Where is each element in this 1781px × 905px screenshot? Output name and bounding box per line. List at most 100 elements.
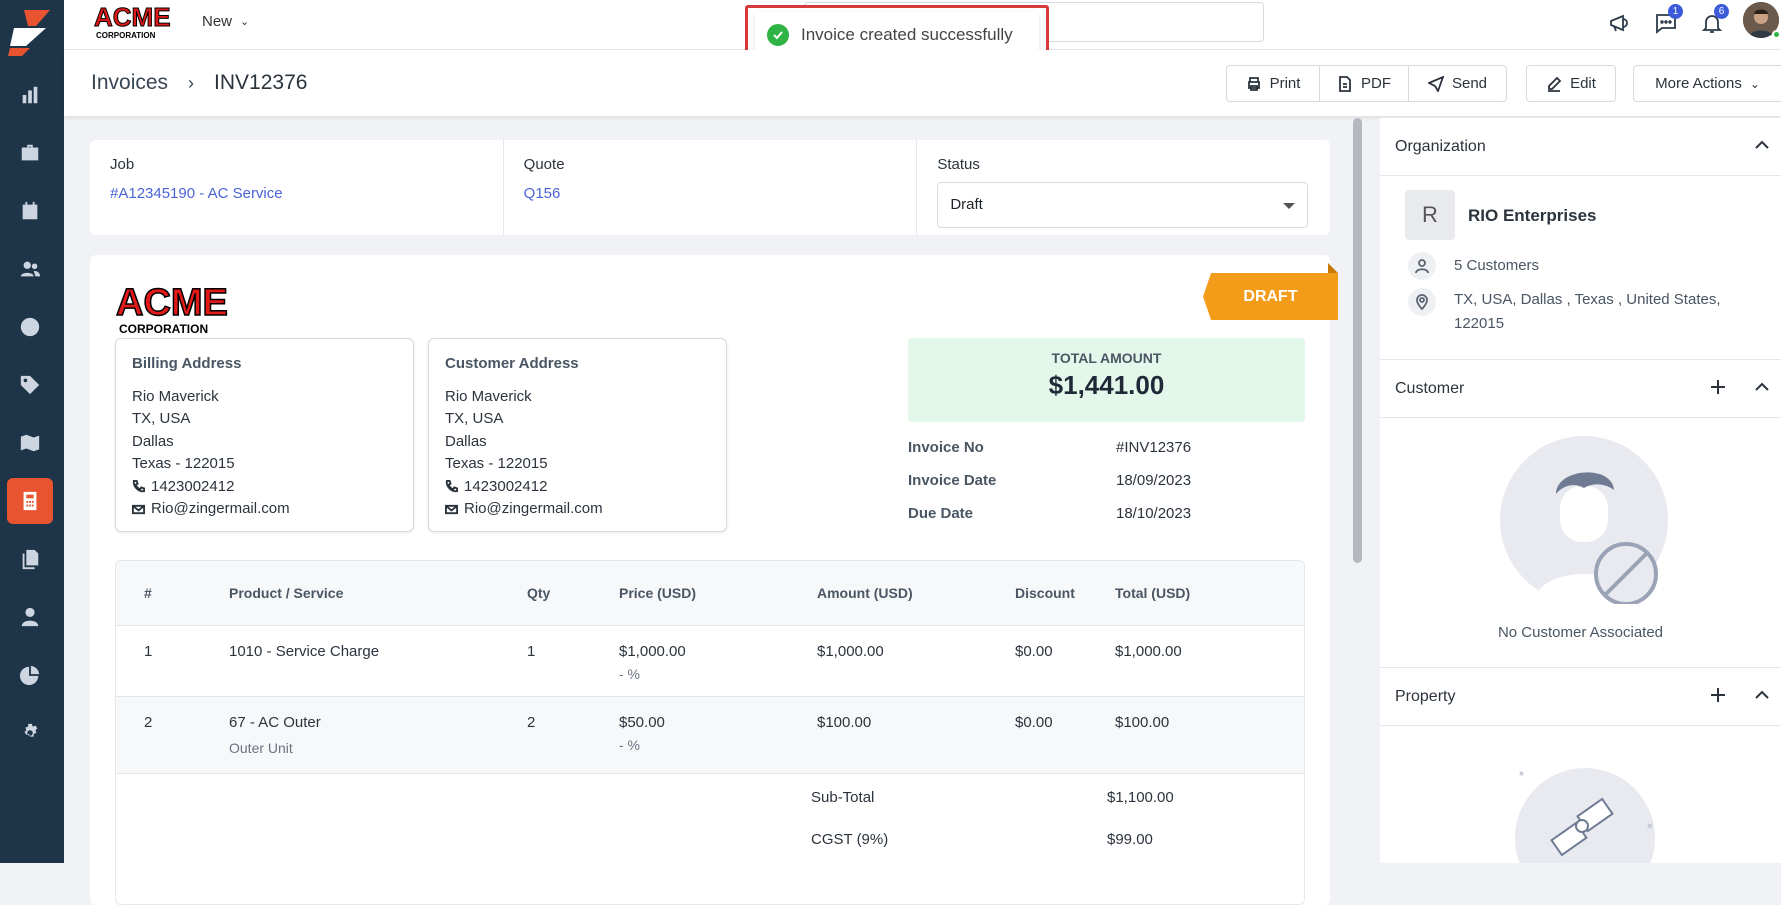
sidebar-item-team[interactable] <box>7 246 53 292</box>
cgst-label: CGST (9%) <box>811 831 889 848</box>
users-icon <box>20 261 41 277</box>
more-actions-button[interactable]: More Actions ⌄ <box>1633 65 1781 102</box>
edit-icon <box>1548 76 1562 92</box>
billing-phone-row: 1423002412 <box>132 476 397 499</box>
breadcrumb-invoices[interactable]: Invoices <box>91 71 169 94</box>
invoice-no-value: #INV12376 <box>1116 439 1192 456</box>
organization-header[interactable]: Organization <box>1380 118 1781 176</box>
billing-name: Rio Maverick <box>132 387 219 405</box>
row-num: 2 <box>144 714 153 731</box>
billing-state-zip: Texas - 122015 <box>132 455 235 472</box>
sidebar-item-invoices[interactable] <box>7 478 53 524</box>
organization-title: Organization <box>1395 137 1486 155</box>
quote-link[interactable]: Q156 <box>523 185 561 202</box>
quote-label: Quote <box>523 156 565 173</box>
user-icon <box>21 607 39 627</box>
customer-line1: TX, USA <box>445 410 504 427</box>
no-customer-illustration <box>1500 436 1668 604</box>
row-qty: 2 <box>527 714 536 731</box>
clock-icon <box>20 317 40 337</box>
total-amount-box: TOTAL AMOUNT $1,441.00 <box>908 338 1305 422</box>
page-title: INV12376 <box>214 71 308 94</box>
main-scrollbar[interactable] <box>1353 118 1362 563</box>
row-total: $1,000.00 <box>1115 643 1182 660</box>
due-date-value: 18/10/2023 <box>1116 505 1192 522</box>
chevron-up-icon[interactable] <box>1753 378 1771 396</box>
edit-button[interactable]: Edit <box>1526 65 1616 102</box>
org-avatar: R <box>1405 190 1455 240</box>
send-button[interactable]: Send <box>1408 65 1507 102</box>
pdf-button[interactable]: PDF <box>1319 65 1409 102</box>
acme-logo[interactable]: ACME CORPORATION <box>92 2 180 42</box>
svg-text:CORPORATION: CORPORATION <box>119 322 208 335</box>
col-qty: Qty <box>527 585 551 601</box>
org-customers-row: 5 Customers <box>1408 252 1768 280</box>
chat-icon[interactable]: 1 <box>1649 4 1683 40</box>
invoice-logo: ACME CORPORATION <box>115 283 228 335</box>
sidebar-item-settings[interactable] <box>7 710 53 756</box>
sidebar-item-timesheet[interactable] <box>7 304 53 350</box>
chevron-up-icon[interactable] <box>1753 136 1771 154</box>
sidebar-item-reports[interactable] <box>7 72 53 118</box>
org-address-row: TX, USA, Dallas , Texas , United States,… <box>1408 288 1768 336</box>
row-qty: 1 <box>527 643 536 660</box>
org-customers: 5 Customers <box>1454 257 1540 274</box>
plus-icon[interactable] <box>1709 378 1727 396</box>
customer-address-card: Customer Address Rio Maverick TX, USA Da… <box>428 338 727 532</box>
customer-email: Rio@zingermail.com <box>464 500 603 517</box>
svg-text:ACME: ACME <box>94 2 171 32</box>
sidebar-item-analytics[interactable] <box>7 652 53 698</box>
job-link[interactable]: #A12345190 - AC Service <box>110 185 283 202</box>
job-cell: Job #A12345190 - AC Service <box>90 140 504 235</box>
briefcase-icon <box>21 144 39 161</box>
new-dropdown[interactable]: New ⌄ <box>202 13 249 30</box>
sidebar-item-calendar[interactable] <box>7 188 53 234</box>
right-panel: Organization R RIO Enterprises 5 Custome… <box>1380 118 1781 863</box>
status-select[interactable]: Draft <box>937 182 1309 228</box>
bell-icon[interactable]: 6 <box>1695 4 1729 40</box>
sidebar-item-jobs[interactable] <box>7 130 53 176</box>
row-pct: - % <box>619 737 640 753</box>
avatar[interactable] <box>1743 2 1779 38</box>
chevron-up-icon[interactable] <box>1753 686 1771 704</box>
more-actions-label: More Actions <box>1655 75 1742 92</box>
col-amount: Amount (USD) <box>817 585 913 601</box>
pie-chart-icon <box>19 665 40 686</box>
row-discount: $0.00 <box>1015 643 1053 660</box>
line-items-table: # Product / Service Qty Price (USD) Amou… <box>115 560 1305 905</box>
plus-icon[interactable] <box>1709 686 1727 704</box>
check-circle-icon <box>767 24 789 46</box>
status-cell: Status Draft <box>917 140 1330 235</box>
total-label: TOTAL AMOUNT <box>1051 350 1162 366</box>
row-price: $50.00 <box>619 714 665 731</box>
sidebar-item-documents[interactable] <box>7 536 53 582</box>
sidebar-item-pricebook[interactable] <box>7 362 53 408</box>
bell-badge: 6 <box>1714 4 1729 19</box>
row-amount: $100.00 <box>817 714 872 731</box>
row-total: $100.00 <box>1115 714 1170 731</box>
print-button[interactable]: Print <box>1226 65 1320 102</box>
row-desc: Outer Unit <box>229 740 293 756</box>
quote-cell: Quote Q156 <box>504 140 918 235</box>
org-name[interactable]: RIO Enterprises <box>1468 206 1597 225</box>
invoice-no-label: Invoice No <box>908 439 984 456</box>
subtotal-value: $1,100.00 <box>1107 789 1174 806</box>
breadcrumb: Invoices › INV12376 <box>91 71 307 95</box>
customer-title: Customer <box>1395 379 1465 397</box>
top-icons: 1 6 <box>1581 0 1781 44</box>
row-product: 67 - AC Outer <box>229 714 321 731</box>
megaphone-icon[interactable] <box>1603 6 1637 40</box>
file-icon <box>1339 75 1351 92</box>
table-row: 1 1010 - Service Charge 1 $1,000.00 - % … <box>116 626 1304 697</box>
calculator-icon <box>23 491 37 511</box>
sidebar-item-map[interactable] <box>7 420 53 466</box>
property-header[interactable]: Property <box>1380 667 1781 726</box>
customer-header[interactable]: Customer <box>1380 359 1781 418</box>
sidebar-item-customers[interactable] <box>7 594 53 640</box>
app-logo-icon[interactable] <box>6 8 54 58</box>
customer-city: Dallas <box>445 432 487 450</box>
send-icon <box>1427 75 1444 92</box>
draft-tag: DRAFT <box>1203 273 1338 320</box>
table-row: 2 67 - AC Outer Outer Unit 2 $50.00 - % … <box>116 697 1304 774</box>
billing-line1: TX, USA <box>132 410 191 427</box>
